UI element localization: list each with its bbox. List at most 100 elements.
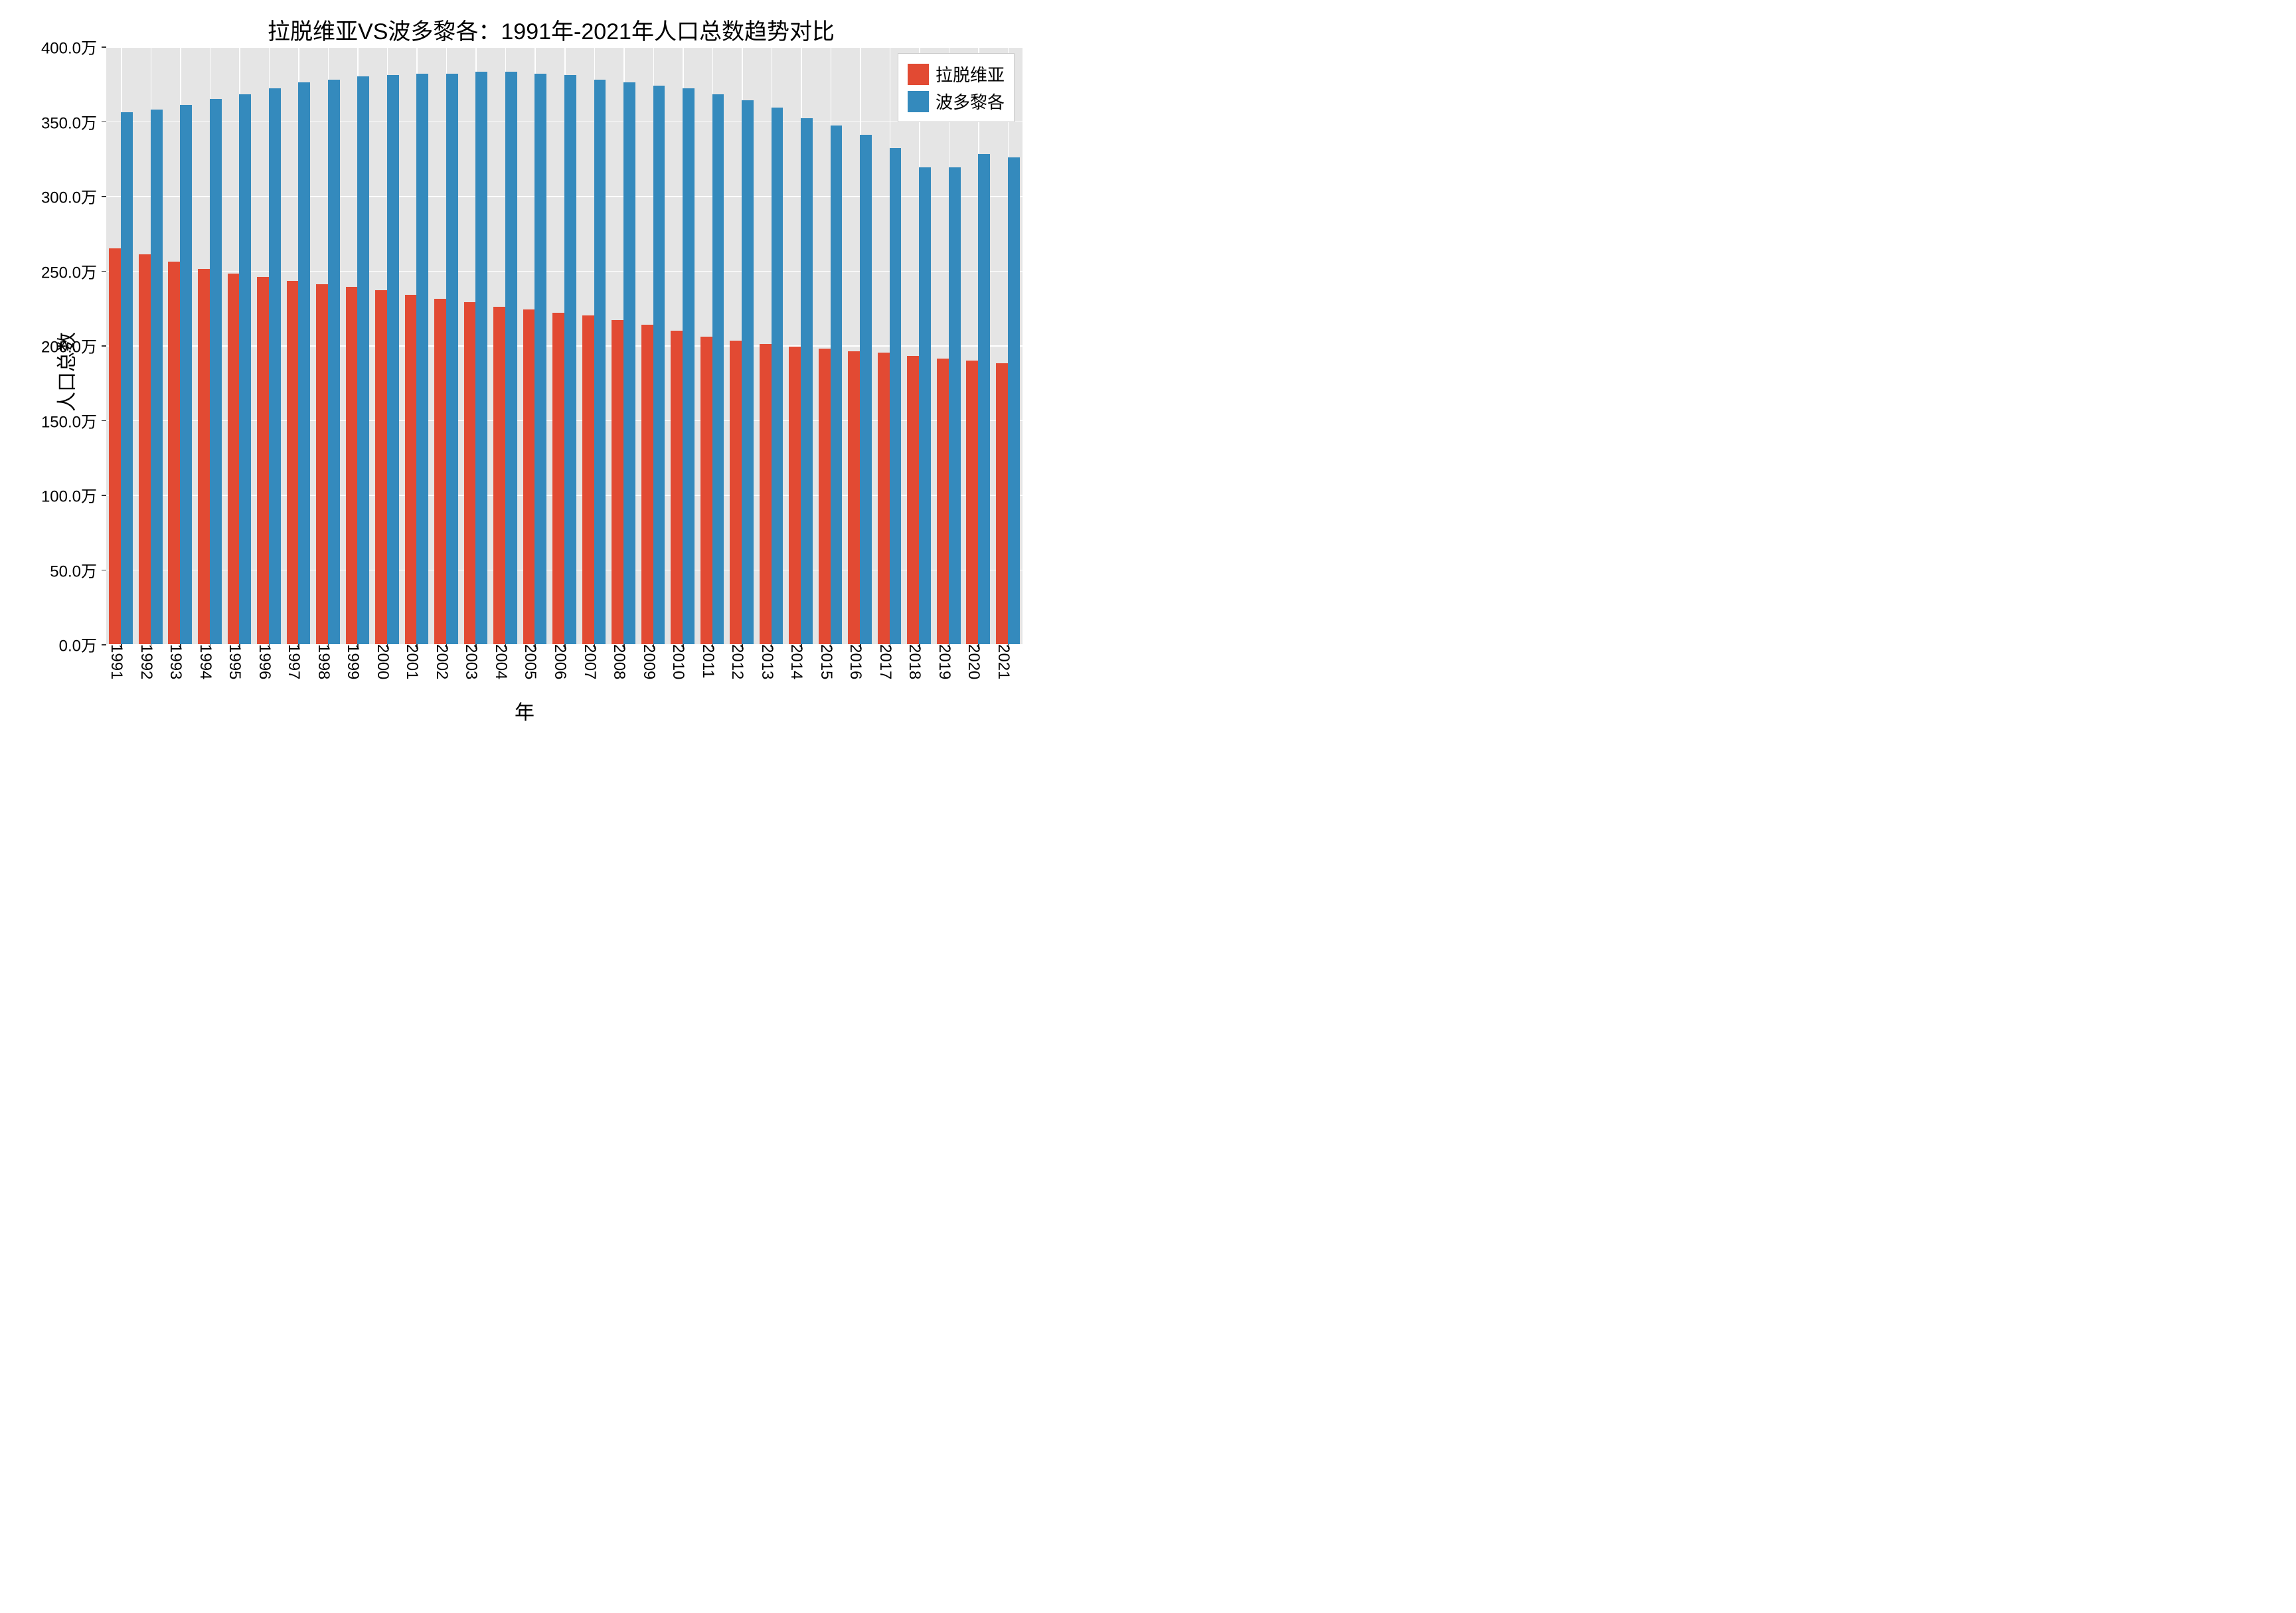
xtick-label: 2008 [610, 644, 637, 679]
ytick-label: 250.0万 [41, 259, 106, 282]
xtick-label: 2003 [461, 644, 489, 679]
bar [890, 148, 902, 644]
xtick-label: 1996 [255, 644, 283, 679]
xtick-label: 2012 [728, 644, 756, 679]
bar [298, 82, 310, 644]
bar [996, 363, 1008, 644]
legend-label: 拉脱维亚 [936, 62, 1005, 86]
bar [831, 126, 843, 644]
bar [357, 76, 369, 644]
xtick-label: 1994 [196, 644, 224, 679]
bar [1008, 157, 1020, 645]
xtick-label: 1993 [166, 644, 194, 679]
xtick-label: 1995 [225, 644, 253, 679]
bar [475, 72, 487, 644]
bar [257, 277, 269, 645]
bar [375, 290, 387, 644]
bar [210, 99, 222, 644]
xtick-label: 2000 [373, 644, 401, 679]
xtick-label: 2006 [550, 644, 578, 679]
bar [683, 88, 695, 644]
ytick-label: 200.0万 [41, 334, 106, 357]
xtick-label: 1992 [137, 644, 165, 679]
bar [434, 299, 446, 644]
bar [907, 356, 919, 644]
ytick-label: 400.0万 [41, 35, 106, 58]
bar [819, 349, 831, 645]
xtick-label: 2015 [817, 644, 845, 679]
bar [109, 248, 121, 644]
bar [464, 302, 476, 644]
bar [139, 254, 151, 644]
xtick-label: 2019 [935, 644, 963, 679]
xtick-label: 2009 [639, 644, 667, 679]
bar [671, 331, 683, 645]
bar [151, 110, 163, 645]
bar [700, 337, 712, 645]
bar [493, 307, 505, 645]
bar [582, 315, 594, 644]
legend-label: 波多黎各 [936, 89, 1005, 114]
ytick-label: 100.0万 [41, 483, 106, 507]
bar [742, 100, 754, 644]
xtick-label: 2018 [905, 644, 933, 679]
ytick-label: 150.0万 [41, 408, 106, 432]
xtick-label: 2016 [846, 644, 874, 679]
bar [446, 74, 458, 645]
bar [287, 281, 299, 644]
x-axis-label: 年 [515, 696, 534, 725]
bar [966, 361, 978, 645]
legend-row: 波多黎各 [908, 88, 1005, 115]
bar [949, 167, 961, 644]
bar [405, 295, 417, 645]
bar [848, 351, 860, 644]
bar [416, 74, 428, 645]
chart-container: 拉脱维亚VS波多黎各：1991年-2021年人口总数趋势对比 人口总数 0.0万… [13, 13, 1036, 730]
bar [789, 347, 801, 644]
bar [552, 313, 564, 645]
bar [612, 320, 623, 644]
xtick-label: 2007 [580, 644, 608, 679]
bar [653, 86, 665, 645]
xtick-label: 2005 [521, 644, 548, 679]
bar [978, 154, 990, 644]
bar [919, 167, 931, 644]
xtick-label: 1998 [314, 644, 342, 679]
chart-title: 拉脱维亚VS波多黎各：1991年-2021年人口总数趋势对比 [13, 13, 1036, 46]
xtick-label: 2001 [402, 644, 430, 679]
bar [623, 82, 635, 644]
xtick-label: 2017 [876, 644, 904, 679]
xtick-label: 2021 [994, 644, 1022, 679]
bar [712, 94, 724, 644]
xtick-label: 2011 [698, 644, 726, 679]
bar [860, 135, 872, 644]
bar [523, 309, 535, 644]
ytick-label: 350.0万 [41, 110, 106, 133]
xtick-label: 2002 [432, 644, 460, 679]
ytick-label: 300.0万 [41, 185, 106, 208]
legend: 拉脱维亚波多黎各 [898, 53, 1015, 122]
xtick-label: 2014 [787, 644, 815, 679]
bar [387, 75, 399, 644]
bar [641, 325, 653, 645]
bar [198, 269, 210, 644]
xtick-label: 2010 [669, 644, 697, 679]
legend-row: 拉脱维亚 [908, 60, 1005, 88]
bar [594, 80, 606, 645]
bar [730, 341, 742, 644]
bar [878, 353, 890, 644]
bar [239, 94, 251, 644]
xtick-label: 2013 [758, 644, 785, 679]
xtick-label: 1997 [284, 644, 312, 679]
ytick-label: 0.0万 [59, 633, 106, 656]
bar [937, 359, 949, 644]
legend-swatch [908, 91, 929, 112]
ytick-label: 50.0万 [50, 558, 106, 581]
bar [269, 88, 281, 644]
legend-swatch [908, 64, 929, 85]
bar [760, 344, 772, 644]
bar [564, 75, 576, 644]
xtick-label: 1991 [107, 644, 135, 679]
bar [316, 284, 328, 644]
bar [228, 274, 240, 644]
